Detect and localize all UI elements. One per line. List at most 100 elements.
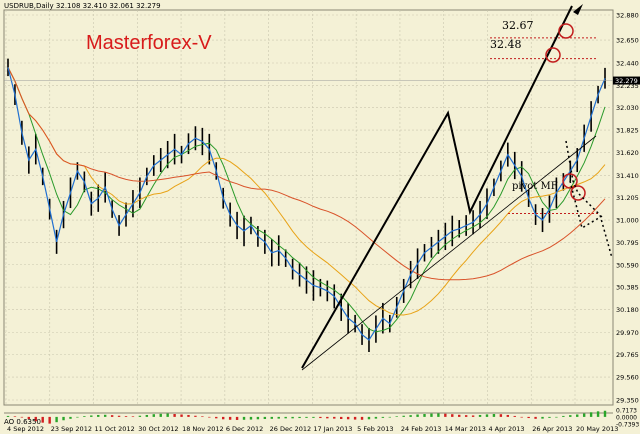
y-tick-label: 32.440 xyxy=(616,59,639,67)
ao-bar xyxy=(381,416,385,418)
ao-bar xyxy=(145,414,149,417)
ao-bar xyxy=(34,416,37,422)
support-trendline xyxy=(301,135,597,371)
ma-mid-line xyxy=(7,67,606,316)
ao-bar xyxy=(270,416,273,419)
ao-bar xyxy=(124,416,128,417)
target-low-label: 32.48 xyxy=(490,38,522,51)
ao-bar xyxy=(194,415,197,417)
target-circle xyxy=(570,185,586,201)
ao-bar xyxy=(55,416,58,423)
ao-tick-label: -0.7393 xyxy=(616,422,639,429)
up-arrow-head xyxy=(573,4,583,15)
y-tick-label: 29.560 xyxy=(616,374,639,382)
y-tick-label: 32.235 xyxy=(616,82,639,90)
ao-bar xyxy=(284,416,287,419)
x-tick-label: 6 Dec 2012 xyxy=(226,425,263,433)
ao-bar xyxy=(596,411,600,417)
y-tick-label: 32.650 xyxy=(616,37,639,45)
ao-bar xyxy=(312,416,315,418)
x-tick-label: 5 Feb 2013 xyxy=(357,425,393,433)
ao-bar xyxy=(117,415,121,417)
ao-bar xyxy=(555,416,558,418)
ao-bar xyxy=(464,415,468,417)
ao-indicator-header: AO 0.6350 xyxy=(4,418,41,426)
ao-bar xyxy=(340,416,343,420)
y-tick-label: 31.410 xyxy=(616,172,639,180)
price-line xyxy=(7,67,606,341)
ao-bar xyxy=(221,416,225,420)
ao-bar xyxy=(569,415,572,417)
ao-bar xyxy=(298,416,301,419)
ao-bar xyxy=(562,415,565,417)
y-tick-label: 31.620 xyxy=(616,149,639,157)
ao-bar xyxy=(360,416,364,420)
ao-bar xyxy=(69,416,72,419)
ao-bar xyxy=(478,414,482,417)
x-tick-label: 18 Nov 2012 xyxy=(182,425,224,433)
x-tick-label: 20 May 2013 xyxy=(576,425,618,433)
ao-bar xyxy=(589,412,593,417)
ao-bar xyxy=(173,414,176,417)
ao-bar xyxy=(402,415,405,417)
arrow-helper xyxy=(550,7,583,138)
ao-bar xyxy=(534,416,537,419)
ao-bar xyxy=(499,414,503,417)
ao-bar xyxy=(430,413,433,417)
ao-bar xyxy=(437,413,440,417)
ao-bar xyxy=(520,416,523,418)
ao-bar xyxy=(548,416,551,418)
ao-bar xyxy=(159,413,162,417)
ao-bar xyxy=(277,416,280,419)
ao-bar xyxy=(326,416,329,419)
ao-bar xyxy=(201,416,204,418)
y-tick-label: 29.765 xyxy=(616,351,639,359)
ao-bar xyxy=(215,416,218,419)
y-tick-label: 32.880 xyxy=(616,12,639,20)
last-price-value: 32.279 xyxy=(615,77,638,85)
ao-bar xyxy=(541,416,544,419)
ao-bar xyxy=(603,410,607,417)
ao-bar xyxy=(62,416,65,421)
ao-bar xyxy=(76,416,79,418)
ma-slow-line xyxy=(7,67,606,281)
x-tick-label: 24 Feb 2013 xyxy=(401,425,441,433)
ao-bar xyxy=(527,416,530,419)
x-tick-label: 4 Apr 2013 xyxy=(488,425,524,433)
ao-bar xyxy=(235,416,239,420)
ao-bar xyxy=(485,414,489,417)
target-circle xyxy=(558,23,574,39)
projection-path xyxy=(565,140,613,259)
y-tick-label: 31.825 xyxy=(616,127,639,135)
ao-bar xyxy=(319,416,322,419)
ao-bar xyxy=(13,416,17,418)
y-tick-label: 31.205 xyxy=(616,194,639,202)
ao-bar xyxy=(83,416,86,417)
ao-bar xyxy=(492,414,496,417)
y-tick-label: 29.970 xyxy=(616,329,639,337)
ao-bar xyxy=(263,416,267,420)
ao-tick-label: 0.7173 xyxy=(616,408,637,415)
y-tick-label: 30.180 xyxy=(616,306,639,314)
wave-zigzag xyxy=(301,5,573,369)
ao-bar xyxy=(166,413,169,417)
ao-bar xyxy=(6,415,10,417)
ao-bar xyxy=(187,414,190,417)
ao-bar xyxy=(576,414,579,417)
ao-bar xyxy=(131,416,135,418)
ao-bar xyxy=(20,416,24,418)
ao-bar xyxy=(409,415,412,417)
ao-bar xyxy=(256,416,260,420)
ao-bar xyxy=(582,413,586,417)
ao-tick-label: 0.0000 xyxy=(616,414,637,421)
ao-bar xyxy=(395,416,398,417)
ao-bar xyxy=(353,416,357,420)
x-tick-label: 26 Apr 2013 xyxy=(532,425,572,433)
main-panel-frame xyxy=(3,9,614,406)
ao-bar xyxy=(110,415,114,417)
ao-bar xyxy=(374,416,378,419)
ao-bar xyxy=(249,416,253,420)
projection-path-alt xyxy=(569,180,603,230)
